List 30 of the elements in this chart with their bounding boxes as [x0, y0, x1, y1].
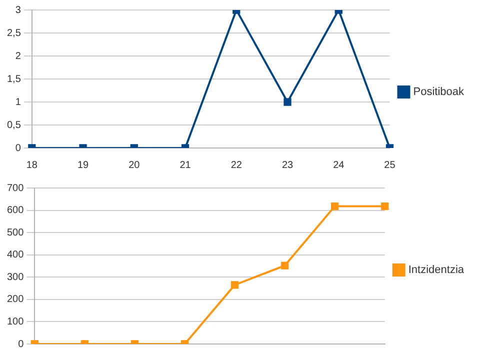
- y-tick-label: 0: [18, 338, 24, 350]
- x-tick-label: 22: [230, 160, 242, 171]
- x-tick-label: 19: [77, 160, 90, 171]
- legend-label: Positiboak: [413, 86, 464, 98]
- y-tick-label: 2: [15, 50, 22, 62]
- point: [331, 202, 339, 210]
- y-tick-label: 2,5: [6, 28, 22, 39]
- y-tick-label: 0,5: [6, 120, 22, 131]
- y-tick-label: 200: [6, 294, 24, 306]
- x-tick-label: 18: [26, 160, 38, 171]
- y-tick-label: 3: [15, 4, 22, 16]
- x-tick-label: 20: [128, 160, 140, 171]
- y-tick-label: 300: [6, 272, 24, 283]
- legend-label: Intzidentzia: [408, 264, 465, 276]
- x-tick-label: 25: [384, 160, 396, 171]
- point: [230, 281, 239, 289]
- x-tick-label: 24: [333, 160, 345, 171]
- y-tick-label: 1,5: [6, 74, 22, 85]
- y-tick-label: 600: [6, 205, 24, 216]
- y-tick-label: 1: [15, 96, 22, 108]
- x-tick-label: 23: [282, 160, 294, 171]
- x-tick-label: 21: [180, 160, 192, 171]
- point: [280, 262, 289, 270]
- y-tick-label: 500: [6, 227, 24, 238]
- y-tick-label: 100: [6, 316, 24, 328]
- point: [284, 98, 292, 106]
- y-tick-label: 700: [6, 182, 24, 194]
- y-tick-label: 0: [15, 142, 22, 154]
- y-tick-label: 400: [6, 250, 24, 261]
- point: [381, 202, 389, 210]
